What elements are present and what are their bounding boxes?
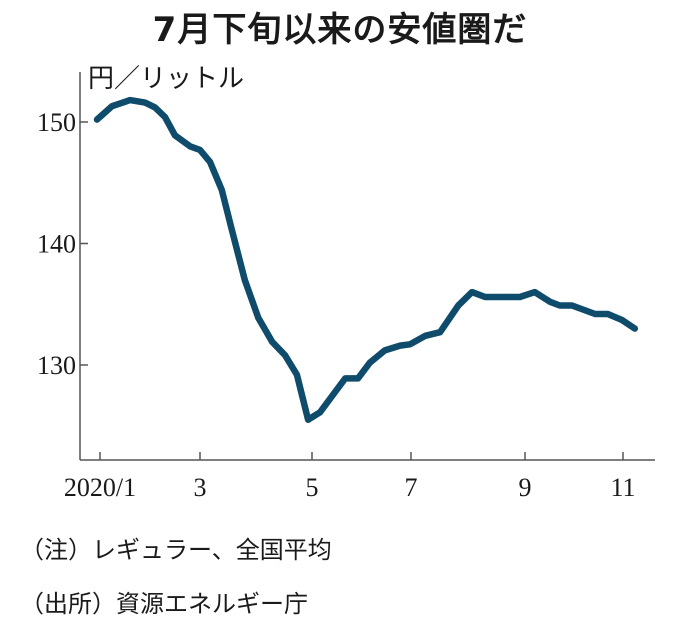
x-tick-label: 5 — [306, 473, 319, 502]
y-tick-label: 150 — [37, 108, 76, 137]
x-tick-label: 3 — [194, 473, 207, 502]
y-axis-unit-label: 円／リットル — [88, 64, 245, 94]
x-tick-label: 7 — [405, 473, 418, 502]
note-text: （注）レギュラー、全国平均 — [20, 536, 332, 564]
x-tick-label: 2020/1 — [64, 473, 136, 502]
chart-title: 7月下旬以来の安値圏だ — [152, 10, 528, 50]
x-tick-label: 9 — [519, 473, 532, 502]
source-text: （出所）資源エネルギー庁 — [20, 590, 308, 618]
x-tick-label: 11 — [610, 473, 635, 502]
price-line — [93, 96, 639, 423]
y-tick-label: 130 — [37, 351, 76, 380]
y-tick-label: 140 — [37, 230, 76, 259]
